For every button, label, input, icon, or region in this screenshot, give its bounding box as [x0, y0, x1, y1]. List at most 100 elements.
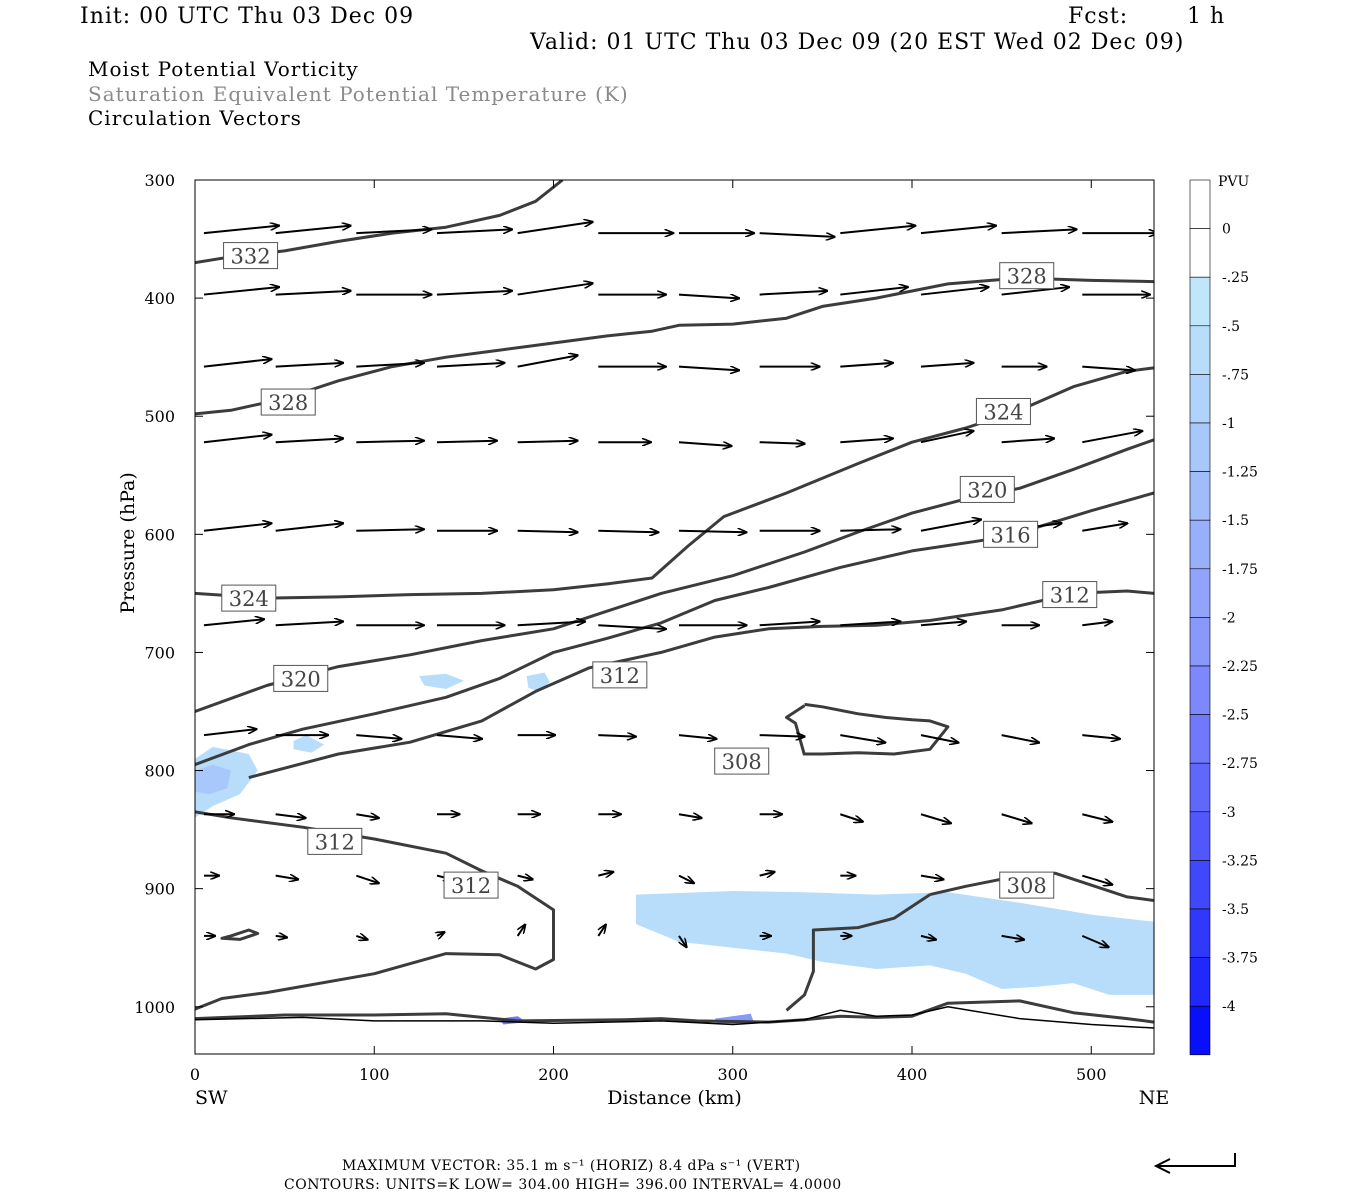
- x-end-label-ne: NE: [1139, 1087, 1170, 1109]
- contour-label-box: [959, 475, 1015, 503]
- circulation-vector: [436, 291, 512, 296]
- circulation-vector: [840, 622, 900, 627]
- vector-layer: [203, 222, 1154, 947]
- circulation-vector: [597, 925, 606, 937]
- colorbar-swatch: [1189, 568, 1211, 618]
- colorbar-swatch: [1189, 228, 1211, 278]
- circulation-vector: [1001, 734, 1040, 743]
- colorbar-label: -1.5: [1222, 513, 1249, 529]
- pv-shade-region: [195, 764, 231, 795]
- colorbar-label: -3.25: [1222, 853, 1258, 869]
- x-tick-label: 0: [190, 1065, 200, 1084]
- contour-label-box: [1042, 581, 1098, 609]
- circulation-vector: [678, 293, 739, 299]
- colorbar-label: -2.5: [1222, 708, 1249, 724]
- colorbar: PVU 0 -.25 -.5 -.75 -1 -1.25 -1.5 -1.75 -2 -2.25 -2…: [1189, 174, 1258, 1056]
- contour-label: 328: [1007, 265, 1047, 289]
- circulation-vector: [436, 363, 505, 368]
- contour-label: 308: [1007, 874, 1047, 898]
- colorbar-label: -1.25: [1222, 465, 1258, 481]
- circulation-vector: [203, 359, 272, 368]
- circulation-vector: [839, 813, 863, 822]
- circulation-vector: [759, 232, 835, 237]
- circulation-vector: [275, 876, 299, 880]
- circulation-vector: [275, 438, 344, 444]
- y-tick-label: 300: [144, 171, 175, 190]
- contour-label: 324: [229, 587, 269, 611]
- circulation-vector: [678, 874, 694, 884]
- circulation-vector: [759, 442, 805, 444]
- y-tick-label: 700: [144, 643, 175, 662]
- circulation-vector: [517, 283, 593, 296]
- theta-es-contour: [248, 589, 1154, 780]
- circulation-vector: [203, 435, 272, 444]
- circulation-vector: [920, 363, 974, 368]
- valid-time: Valid: 01 UTC Thu 03 Dec 09 (20 EST Wed …: [530, 30, 1185, 55]
- colorbar-label: -.75: [1222, 367, 1249, 383]
- contour-info: CONTOURS: UNITS=K LOW= 304.00 HIGH= 396.…: [284, 1177, 842, 1193]
- theta-es-contour: [195, 276, 1154, 416]
- circulation-vector: [1082, 735, 1120, 739]
- colorbar-label: -2.25: [1222, 659, 1258, 675]
- colorbar-swatch: [1189, 617, 1211, 667]
- contour-label: 308: [722, 750, 762, 774]
- circulation-vector: [920, 876, 944, 880]
- circulation-vector: [920, 734, 959, 743]
- contour-label-box: [983, 520, 1039, 548]
- colorbar-unit: PVU: [1218, 174, 1250, 190]
- contour-label: 320: [281, 667, 321, 691]
- circulation-vector: [1082, 365, 1135, 371]
- circulation-vector: [920, 622, 966, 627]
- circulation-vector: [356, 814, 379, 818]
- colorbar-label: -.5: [1222, 319, 1240, 335]
- x-tick-label: 200: [538, 1065, 569, 1084]
- circulation-vector: [1001, 813, 1032, 823]
- terrain-layer: [195, 1006, 1154, 1029]
- circulation-vector: [275, 363, 344, 368]
- colorbar-swatch: [1189, 811, 1211, 861]
- contour-label-box: [307, 827, 363, 855]
- circulation-vector: [759, 291, 828, 296]
- contour-label-box: [592, 661, 648, 689]
- colorbar-label: -4: [1222, 999, 1236, 1015]
- pv-shade-region: [419, 673, 464, 689]
- circulation-vector: [840, 226, 915, 235]
- circulation-vector: [840, 438, 893, 444]
- forecast-label: Fcst:: [1068, 4, 1129, 29]
- y-tick-label: 400: [144, 289, 175, 308]
- circulation-vector: [356, 363, 424, 368]
- pv-shade-region: [293, 735, 325, 753]
- x-tick-label: 300: [717, 1065, 748, 1084]
- circulation-vector: [356, 734, 401, 739]
- circulation-vector: [759, 735, 805, 737]
- contour-label-box: [260, 388, 316, 416]
- theta-es-contour: [804, 702, 950, 756]
- axes-layer: 300 400 500 600 700 800 900 1000 0 100 200 300 400 50…: [117, 171, 1169, 1109]
- circulation-vector: [678, 441, 732, 446]
- colorbar-swatch: [1189, 665, 1211, 715]
- circulation-vector: [840, 734, 885, 743]
- circulation-vector: [517, 355, 578, 368]
- colorbar-label: -1: [1222, 416, 1236, 432]
- circulation-vector: [678, 531, 747, 533]
- contour-label-layer: 332 328 328 324 324 320 320 316 312 312 312 312 308 3…: [221, 242, 1098, 899]
- circulation-vector: [356, 874, 379, 884]
- circulation-vector: [517, 531, 578, 533]
- circulation-vector: [517, 876, 533, 880]
- theta-es-contour: [220, 928, 260, 941]
- circulation-vector: [203, 619, 264, 627]
- contour-label-box: [999, 262, 1055, 290]
- circulation-vector: [203, 226, 279, 235]
- init-time: Init: 00 UTC Thu 03 Dec 09: [80, 4, 415, 29]
- forecast-hour: 1 h: [1187, 4, 1226, 29]
- plot-frame: [194, 179, 1155, 1055]
- colorbar-swatch: [1189, 374, 1211, 424]
- contour-label: 320: [967, 478, 1007, 502]
- colorbar-label: -1.75: [1222, 562, 1258, 578]
- circulation-vector: [1082, 874, 1112, 885]
- circulation-vector: [1082, 622, 1112, 626]
- title-mpv: Moist Potential Vorticity: [88, 57, 359, 81]
- circulation-vector: [920, 936, 936, 940]
- title-vectors: Circulation Vectors: [88, 106, 302, 130]
- circulation-vector: [840, 363, 893, 368]
